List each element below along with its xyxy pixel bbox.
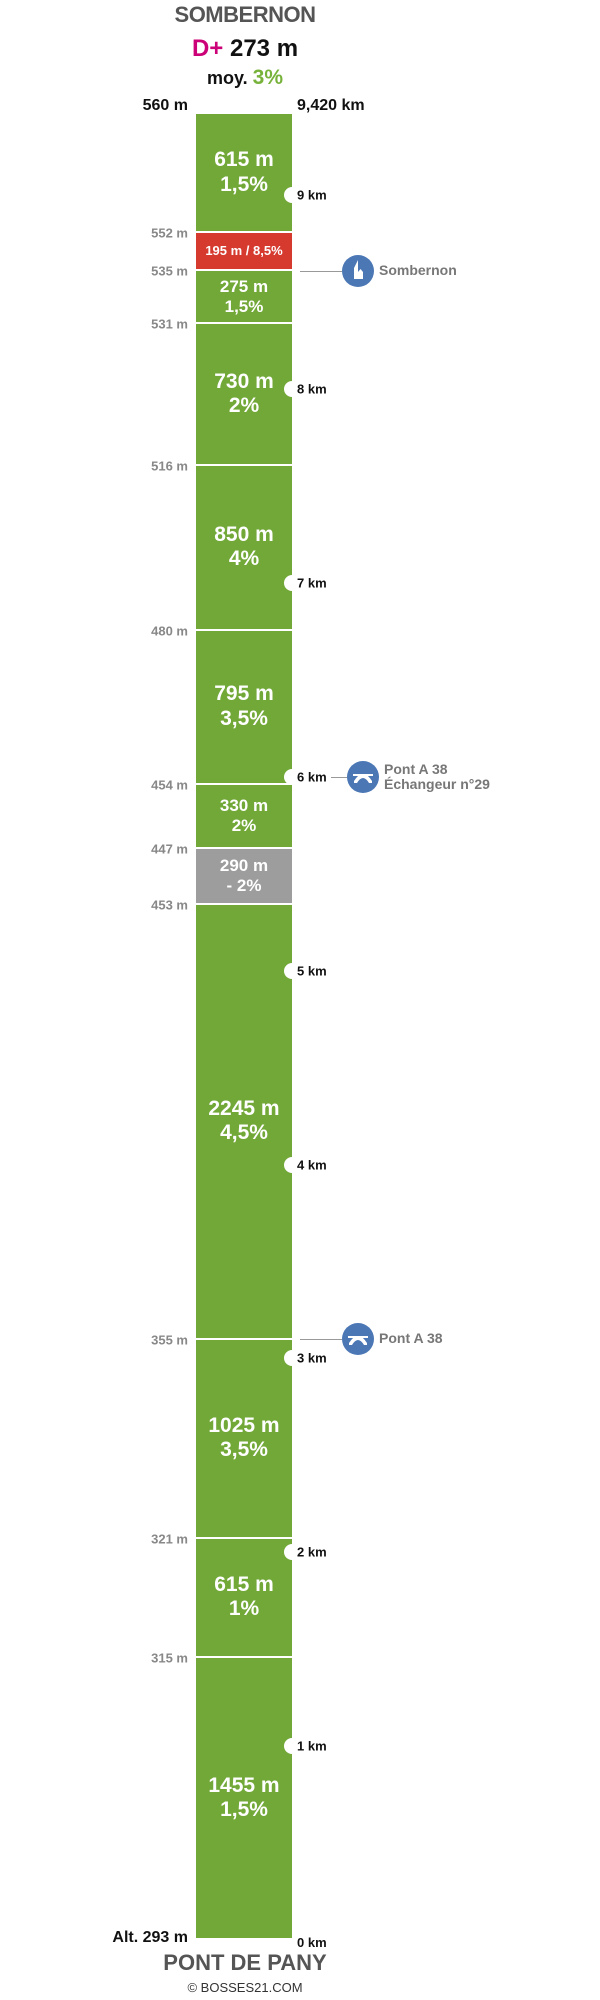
km-marker-label: 8 km: [297, 381, 327, 397]
poi-label-line1: Pont A 38: [384, 760, 448, 777]
segment-length: 275 m: [219, 277, 269, 297]
km-notch: [284, 768, 300, 785]
segment-5: 850 m 4%: [196, 465, 292, 631]
segment-length: 1025 m: [208, 1414, 280, 1438]
elevation-gain: D+ 273 m: [0, 35, 490, 63]
top-altitude-label: 560 m: [142, 97, 188, 114]
segment-grade: 1%: [228, 1597, 260, 1621]
segment-length: 615 m: [214, 1573, 274, 1597]
poi-connector-line: [331, 776, 347, 778]
km-notch: [284, 962, 300, 979]
average-grade-prefix: moy.: [206, 68, 248, 88]
segment-2: 195 m / 8,5%: [196, 233, 292, 271]
altitude-label: 315 m: [151, 1650, 188, 1666]
church-icon: [342, 255, 374, 287]
segment-grade: 4,5%: [220, 1121, 268, 1145]
segment-10: 1025 m 3,5%: [196, 1340, 292, 1539]
poi-label: Sombernon: [379, 263, 457, 278]
km-notch: [284, 187, 300, 204]
altitude-label: 321 m: [151, 1531, 188, 1547]
bottom-distance-label: 0 km: [297, 1935, 327, 1950]
segment-grade: 2%: [231, 815, 257, 835]
segment-length: 330 m: [219, 796, 269, 816]
segment-grade: 3,5%: [220, 1438, 268, 1462]
segment-1: 615 m 1,5%: [196, 114, 292, 234]
altitude-label: 480 m: [151, 623, 188, 639]
segment-length: 615 m: [214, 148, 274, 172]
start-location-name: SOMBERNON: [174, 2, 316, 27]
poi-connector-line: [300, 1339, 342, 1341]
km-notch: [284, 381, 300, 398]
altitude-label: 447 m: [151, 841, 188, 857]
segment-grade: 4%: [228, 547, 260, 571]
altitude-label: 535 m: [151, 263, 188, 279]
km-marker-label: 7 km: [297, 575, 327, 591]
altitude-label: 453 m: [151, 897, 188, 913]
credit-text: © BOSSES21.COM: [187, 1980, 303, 1995]
km-marker-label: 4 km: [297, 1157, 327, 1173]
segment-3: 275 m 1,5%: [196, 271, 292, 325]
climb-profile-bar: 615 m 1,5% 195 m / 8,5% 275 m 1,5% 730 m 2% 850…: [196, 114, 292, 1940]
segment-length: 850 m: [214, 523, 274, 547]
km-notch: [284, 1156, 300, 1173]
segment-length: 1455 m: [208, 1773, 280, 1797]
altitude-label: 516 m: [151, 458, 188, 474]
altitude-label: 454 m: [151, 777, 188, 793]
bridge-icon: [347, 760, 379, 793]
segment-4: 730 m 2%: [196, 324, 292, 466]
elevation-gain-value: 273 m: [229, 35, 299, 62]
segment-grade: 1,5%: [224, 296, 264, 316]
km-marker-label: 6 km: [297, 769, 327, 785]
km-notch: [284, 1738, 300, 1755]
segment-length: 795 m: [214, 682, 274, 706]
km-marker-label: 5 km: [297, 963, 327, 979]
bottom-altitude-label: Alt. 293 m: [112, 1929, 188, 1946]
segment-length: 195 m / 8,5%: [205, 242, 283, 258]
altitude-label: 552 m: [151, 225, 188, 241]
bridge-icon: [342, 1323, 374, 1356]
average-grade: moy. 3%: [0, 66, 490, 90]
km-marker-label: 1 km: [297, 1738, 327, 1754]
elevation-gain-prefix: D+: [191, 35, 224, 62]
top-distance-label: 9,420 km: [297, 97, 365, 114]
end-location-name: PONT DE PANY: [163, 1950, 327, 1975]
segment-length: 2245 m: [208, 1097, 280, 1121]
poi-label-line2: Échangeur n°29: [384, 775, 490, 792]
segment-grade: - 2%: [226, 875, 262, 895]
altitude-label: 355 m: [151, 1332, 188, 1348]
segment-grade: 1,5%: [220, 1797, 268, 1821]
km-marker-label: 9 km: [297, 187, 327, 203]
poi-label: Pont A 38: [379, 1331, 443, 1346]
poi-connector-line: [300, 271, 342, 272]
km-notch: [284, 575, 300, 592]
segment-grade: 1,5%: [220, 172, 268, 196]
poi-label-line1: Pont A 38: [379, 1330, 443, 1347]
segment-11: 615 m 1%: [196, 1538, 292, 1658]
km-marker-label: 3 km: [297, 1350, 327, 1366]
segment-8: 290 m- 2%: [196, 848, 292, 905]
average-grade-value: 3%: [252, 66, 284, 89]
altitude-label: 531 m: [151, 316, 188, 332]
segment-6: 795 m 3,5%: [196, 630, 292, 785]
poi-label: Pont A 38 Échangeur n°29: [384, 762, 490, 791]
km-marker-label: 2 km: [297, 1544, 327, 1560]
segment-length: 290 m: [219, 856, 269, 876]
km-notch: [284, 1544, 300, 1561]
segment-7: 330 m 2%: [196, 784, 292, 849]
poi-label-line1: Sombernon: [379, 262, 457, 278]
segment-12: 1455 m 1,5%: [196, 1657, 292, 1940]
segment-9: 2245 m 4,5%: [196, 904, 292, 1341]
segment-grade: 3,5%: [220, 706, 268, 730]
km-notch: [284, 1350, 300, 1367]
segment-grade: 2%: [228, 394, 260, 418]
segment-length: 730 m: [214, 369, 274, 393]
